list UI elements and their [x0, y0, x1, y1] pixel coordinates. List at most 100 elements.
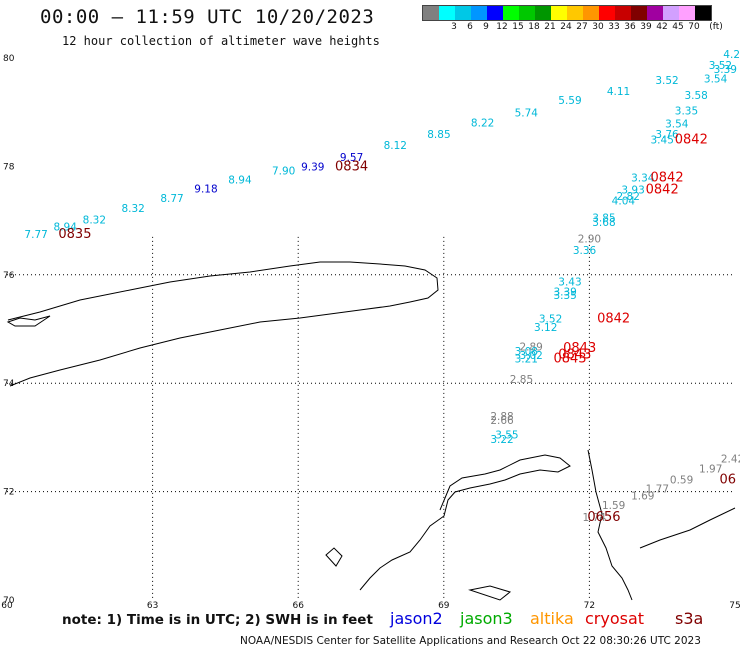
colorbar-swatch [551, 6, 567, 20]
colorbar-swatch [471, 6, 487, 20]
latitude-label: 76 [3, 271, 15, 281]
legend-jason2: jason2 [390, 609, 443, 628]
wave-height-value: 1.74 [583, 512, 607, 524]
wave-height-value: 4.11 [607, 86, 630, 98]
wave-height-value: 3.93 [621, 185, 644, 197]
colorbar-tick-label: 21 [544, 22, 556, 32]
wave-height-value: 3.36 [573, 245, 597, 257]
legend-cryosat-label: cryosat [585, 609, 645, 628]
coastline [359, 454, 571, 591]
colorbar-tick-label: 70 [688, 22, 700, 32]
wave-height-value: 8.32 [121, 203, 144, 215]
colorbar-swatch [455, 6, 471, 20]
pass-time-label: 0842 [651, 171, 684, 186]
colorbar-swatch [439, 6, 455, 20]
wave-height-value: 8.12 [384, 140, 407, 152]
wave-height-value: 3.08 [515, 346, 538, 358]
colorbar-swatch [423, 6, 439, 20]
wave-height-value: 3.21 [515, 354, 538, 366]
colorbar-tick-label: 3 [451, 22, 457, 32]
wave-height-value: 3.52 [709, 60, 732, 72]
pass-time-label: 0842 [646, 183, 679, 198]
wave-height-value: 8.85 [427, 129, 450, 141]
wave-height-value: 8.22 [471, 117, 494, 129]
legend-jason3: jason3 [460, 609, 513, 628]
colorbar-tick-label: 27 [576, 22, 588, 32]
colorbar-tick-label: 33 [608, 22, 620, 32]
wave-height-value: 4.04 [612, 195, 636, 207]
longitude-label: 66 [292, 601, 304, 611]
colorbar-tick-label: 42 [656, 22, 668, 32]
wave-height-value: 3.45 [651, 135, 674, 147]
latitude-label: 80 [3, 54, 15, 64]
pass-time-label: 0843 [553, 352, 586, 367]
colorbar-unit: (ft) [709, 22, 723, 32]
colorbar-swatch [615, 6, 631, 20]
coastline [325, 547, 343, 567]
wave-height-value: 3.52 [655, 75, 678, 87]
colorbar-tick-label: 18 [528, 22, 540, 32]
latitude-label: 74 [3, 379, 15, 389]
coastline [639, 507, 736, 549]
colorbar-swatch [663, 6, 679, 20]
wave-height-value: 3.35 [675, 105, 698, 117]
wave-height-value: 3.54 [704, 73, 728, 85]
chart-subtitle: 12 hour collection of altimeter wave hei… [62, 34, 380, 48]
wave-height-value: 3.35 [553, 290, 576, 302]
coastline [6, 315, 51, 327]
wave-height-value: 8.77 [160, 193, 183, 205]
pass-time-label: 0843 [563, 341, 596, 356]
wave-height-colorbar [422, 5, 712, 21]
wave-height-value: 2.42 [721, 453, 740, 465]
colorbar-swatch [487, 6, 503, 20]
wave-height-value: 3.22 [490, 434, 513, 446]
latitude-label: 70 [3, 596, 15, 606]
wave-height-value: 3.34 [631, 173, 655, 185]
wave-height-value: 8.94 [54, 221, 78, 233]
colorbar-tick-label: 9 [483, 22, 489, 32]
coastline [7, 261, 439, 387]
wave-height-value: 3.85 [592, 213, 615, 225]
wave-height-value: 3.68 [592, 217, 615, 229]
wave-height-value: 3.76 [655, 129, 679, 141]
legend-altika-label: altika [530, 609, 574, 628]
wave-height-value: 8.32 [83, 214, 106, 226]
wave-height-value: 2.89 [519, 342, 542, 354]
longitude-label: 63 [147, 601, 158, 611]
wave-height-value: 1.69 [631, 491, 654, 503]
colorbar-swatch [695, 6, 711, 20]
colorbar-tick-label: 39 [640, 22, 652, 32]
longitude-label: 69 [438, 601, 450, 611]
wave-height-value: 3.02 [519, 350, 542, 362]
colorbar-swatch [519, 6, 535, 20]
wave-height-value: 7.77 [24, 229, 47, 241]
colorbar-swatch [679, 6, 695, 20]
wave-height-value: 5.74 [515, 108, 539, 120]
pass-time-label: 0842 [597, 311, 630, 326]
wave-height-value: 9.57 [340, 152, 363, 164]
colorbar-tick-label: 30 [592, 22, 604, 32]
colorbar-tick-label: 6 [467, 22, 473, 32]
wave-height-value: 2.85 [510, 374, 533, 386]
wave-height-value: 3.39 [553, 286, 576, 298]
wave-height-value: 2.90 [578, 233, 601, 245]
latitude-label: 78 [3, 162, 15, 172]
pass-time-label: 0842 [675, 133, 708, 148]
colorbar-swatch [631, 6, 647, 20]
legend-jason2-label: jason2 [390, 609, 443, 628]
colorbar-swatch [567, 6, 583, 20]
longitude-label: 72 [584, 601, 595, 611]
wave-height-value: 4.22 [723, 49, 740, 61]
colorbar-tick-label: 12 [496, 22, 508, 32]
wave-height-value: 2.82 [617, 191, 640, 203]
wave-height-value: 3.52 [539, 313, 562, 325]
wave-height-value: 5.59 [558, 95, 581, 107]
colorbar-swatch [583, 6, 599, 20]
wave-height-value: 9.18 [194, 183, 217, 195]
longitude-label: 60 [1, 601, 13, 611]
wave-height-value: 3.58 [684, 90, 707, 102]
wave-height-value: 3.54 [665, 118, 689, 130]
colorbar-swatch [503, 6, 519, 20]
latitude-label: 72 [3, 488, 14, 498]
